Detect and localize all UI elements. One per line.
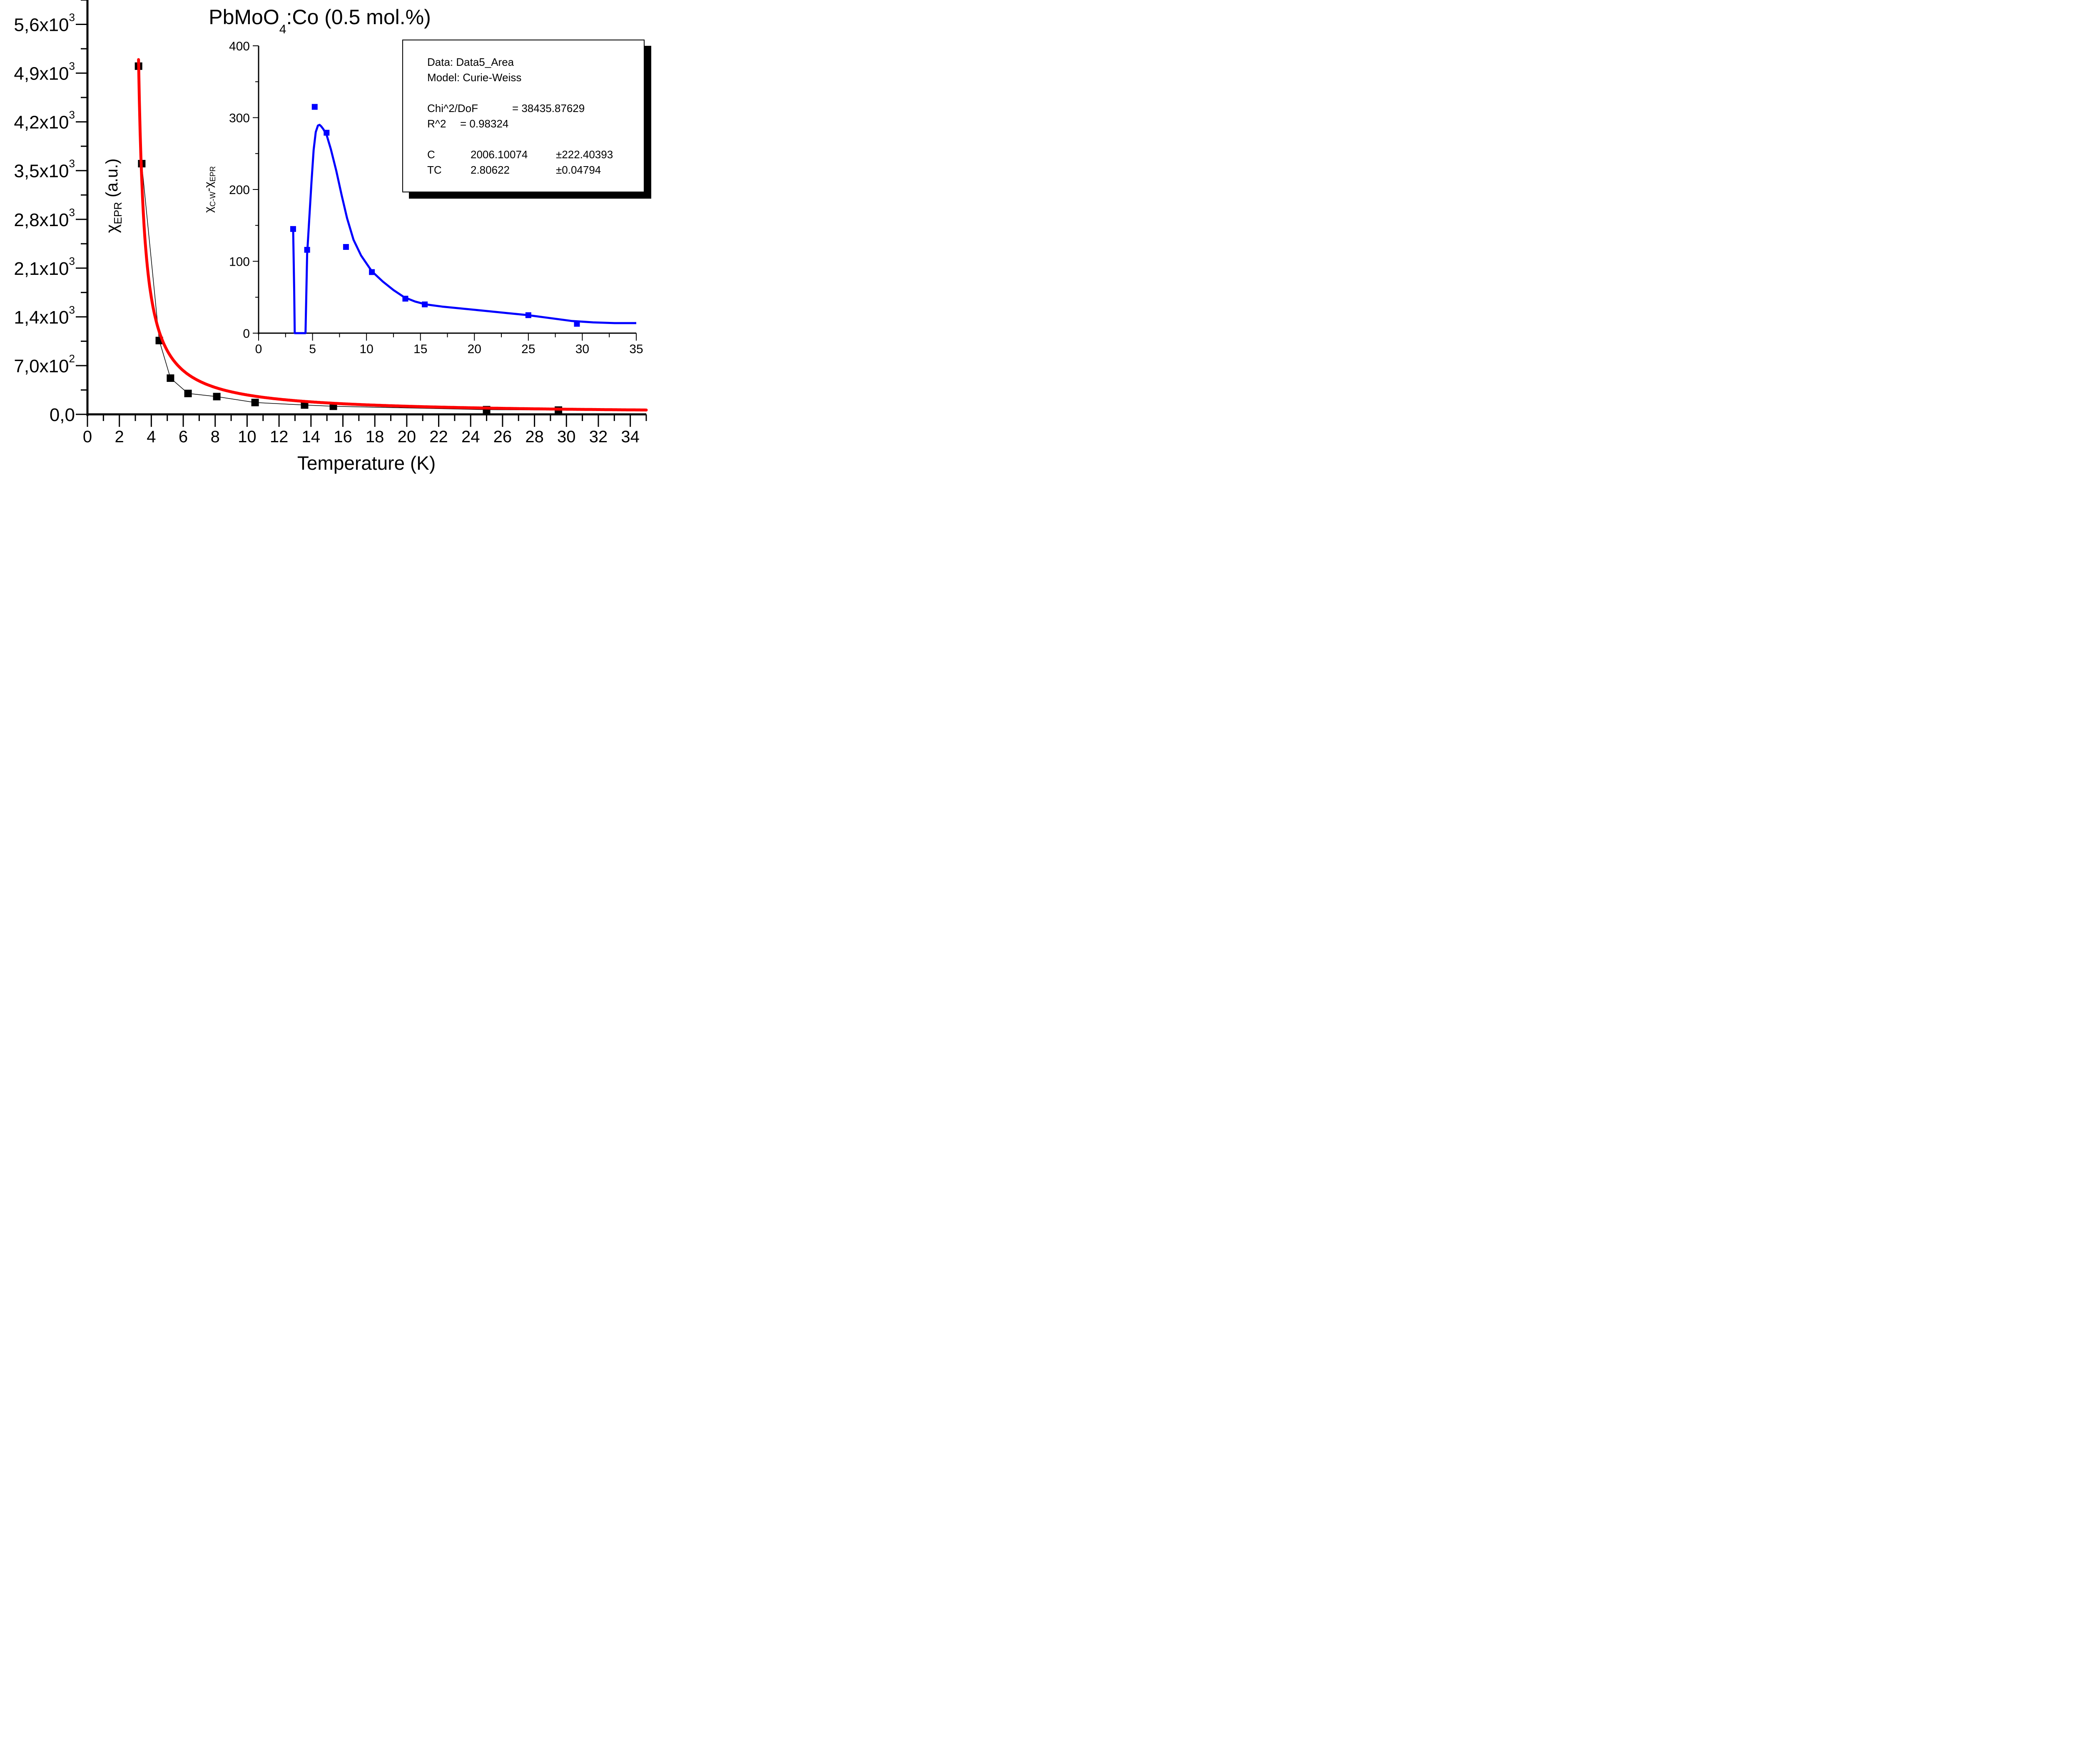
inset-data-point: [343, 244, 349, 250]
y-tick-label: 3,5x103: [14, 157, 75, 182]
x-tick-label: 8: [211, 428, 220, 446]
inset-y-tick-label: 200: [229, 183, 250, 197]
inset-data-point: [574, 321, 580, 327]
main-data-point: [213, 393, 221, 401]
fit-box-value: 2.80622: [471, 164, 510, 176]
inset-data-point: [304, 247, 310, 253]
y-tick-label: 0,0: [50, 405, 75, 425]
fit-box-error: ±0.04794: [556, 164, 601, 176]
inset-x-tick-label: 35: [629, 342, 643, 356]
inset-y-axis-label: χC-W-χEPR: [202, 166, 217, 213]
x-tick-label: 30: [557, 428, 576, 446]
y-tick-label: 5,6x103: [14, 11, 75, 35]
fit-box-value: = 0.98324: [460, 117, 508, 130]
x-tick-label: 0: [83, 428, 92, 446]
inset-data-point: [290, 226, 296, 232]
y-tick-label: 4,9x103: [14, 60, 75, 84]
x-tick-label: 2: [115, 428, 124, 446]
inset-x-tick-label: 5: [309, 342, 316, 356]
chart: PbMoO4:Co (0.5 mol.%) 0 2 4 6 8 10 12 14 16 18 20 2…: [14, 0, 651, 474]
x-tick-label: 26: [493, 428, 512, 446]
y-tick-label: 7,0x102: [14, 352, 75, 376]
inset-y-tick-label: 0: [243, 327, 250, 341]
fit-box-label: Model: Curie-Weiss: [427, 71, 521, 84]
fit-box-frame: [402, 40, 645, 192]
inset-x-tick-label: 10: [359, 342, 373, 356]
main-y-axis-label: χEPR (a.u.): [103, 159, 124, 233]
x-tick-label: 28: [525, 428, 544, 446]
main-series: [134, 58, 648, 414]
fit-results-box: Data: Data5_Area Model: Curie-Weiss Chi^2/…: [402, 40, 651, 199]
main-data-point: [301, 401, 309, 409]
y-tick-label: 1,4x103: [14, 304, 75, 328]
x-tick-label: 16: [334, 428, 352, 446]
fit-box-text: Data: Data5_Area Model: Curie-Weiss Chi^2/…: [427, 56, 613, 176]
fit-box-label: TC: [427, 164, 442, 176]
fit-box-value: = 38435.87629: [512, 102, 585, 115]
inset-x-tick-label: 0: [255, 342, 262, 356]
x-tick-label: 4: [147, 428, 156, 446]
inset-x-tick-label: 30: [575, 342, 589, 356]
fit-box-value: 2006.10074: [471, 148, 528, 161]
y-tick-label: 2,1x103: [14, 255, 75, 279]
x-tick-label: 22: [429, 428, 448, 446]
inset-fit-curve: [292, 124, 636, 334]
main-data-point: [251, 399, 259, 406]
inset-y-ticks: 0 100 200 300 400: [229, 40, 259, 341]
x-tick-label: 18: [366, 428, 384, 446]
inset-series: [290, 104, 636, 334]
x-tick-label: 10: [238, 428, 257, 446]
x-tick-label: 32: [589, 428, 608, 446]
main-data-point: [167, 374, 174, 382]
fit-box-error: ±222.40393: [556, 148, 613, 161]
y-tick-label: 2,8x103: [14, 206, 75, 230]
y-tick-label: 4,2x103: [14, 109, 75, 133]
main-y-ticks: 0,0 7,0x102 1,4x103 2,1x103 2,8x103 3,5x103 4,…: [14, 0, 87, 425]
inset-data-point: [369, 269, 375, 275]
x-tick-label: 24: [461, 428, 480, 446]
inset-y-tick-label: 100: [229, 255, 250, 269]
fit-box-label: Chi^2/DoF: [427, 102, 478, 115]
inset-x-ticks: 0 5 10 15 20 25 30 35: [255, 333, 643, 356]
x-tick-label: 34: [621, 428, 640, 446]
x-tick-label: 12: [270, 428, 289, 446]
inset-x-tick-label: 25: [521, 342, 535, 356]
inset-data-point: [422, 301, 428, 307]
main-data-point: [184, 389, 192, 397]
main-x-axis-label: Temperature (K): [297, 452, 436, 474]
inset-data-point: [402, 296, 408, 302]
fit-box-label: Data: Data5_Area: [427, 56, 514, 68]
main-x-ticks: 0 2 4 6 8 10 12 14 16 18 20 22 24 26 28 30 32 34: [83, 414, 647, 446]
fit-box-label: R^2: [427, 117, 446, 130]
main-fit-curve: [137, 58, 648, 412]
fit-box-label: C: [427, 148, 435, 161]
inset-y-tick-label: 300: [229, 112, 250, 125]
x-tick-label: 14: [302, 428, 321, 446]
inset-data-point: [525, 312, 531, 318]
x-tick-label: 6: [179, 428, 188, 446]
inset-y-tick-label: 400: [229, 40, 250, 53]
inset-x-tick-label: 15: [413, 342, 427, 356]
chart-title: PbMoO4:Co (0.5 mol.%): [209, 5, 431, 36]
x-tick-label: 20: [398, 428, 416, 446]
inset-data-point: [311, 104, 318, 110]
main-axes: [86, 0, 646, 416]
inset-data-point: [324, 130, 330, 136]
inset-x-tick-label: 20: [468, 342, 481, 356]
